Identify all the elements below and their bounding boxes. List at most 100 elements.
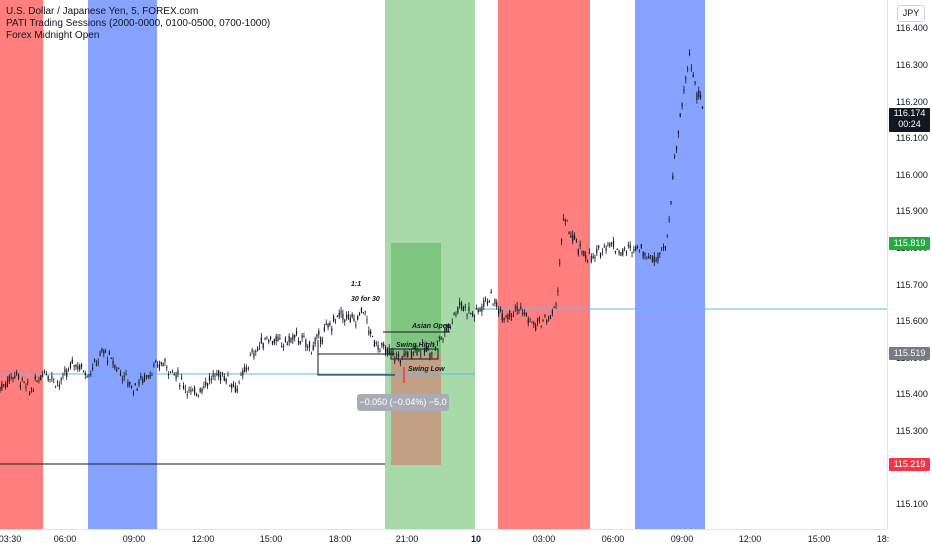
- candle-body: [486, 301, 489, 305]
- price-chart[interactable]: [0, 0, 887, 529]
- candle-body: [279, 338, 281, 339]
- price-tick-label: 115.700: [896, 279, 928, 290]
- candle-body: [338, 312, 340, 317]
- candle-body: [692, 74, 694, 78]
- candle-body: [181, 377, 183, 379]
- candle-body: [568, 232, 570, 235]
- candle-body: [93, 358, 96, 362]
- time-tick-label: 09:00: [122, 534, 146, 544]
- candle-body: [73, 365, 75, 367]
- candle-body: [407, 351, 409, 358]
- candle-body: [366, 319, 368, 321]
- candle-body: [533, 322, 535, 325]
- candle-body: [55, 386, 57, 388]
- candle-body: [464, 306, 466, 308]
- candle-body: [301, 335, 303, 338]
- time-axis[interactable]: 03:30 06:00 09:00 12:00 15:00 18:00 21:00 10 03:…: [0, 529, 889, 551]
- candle-body: [423, 347, 426, 353]
- candle-body: [459, 302, 461, 306]
- candle-body: [353, 318, 355, 321]
- candle-body: [127, 382, 129, 387]
- symbol-title[interactable]: U.S. Dollar / Japanese Yen, 5, FOREX.com: [6, 6, 199, 17]
- candle-body: [677, 131, 679, 134]
- candle-body: [53, 378, 55, 380]
- candle-body: [601, 251, 603, 253]
- candle-body: [36, 381, 38, 383]
- time-tick-label: 03:30: [0, 534, 22, 544]
- candle-body: [457, 307, 459, 313]
- candle-body: [201, 388, 203, 393]
- candle-body: [101, 348, 103, 352]
- indicator-midnight-open[interactable]: Forex Midnight Open: [6, 30, 100, 41]
- candle-body: [381, 342, 383, 347]
- candle-body: [470, 313, 472, 314]
- candle-body: [559, 262, 561, 264]
- indicator-sessions[interactable]: PATI Trading Sessions (2000-0000, 0100-0…: [6, 18, 271, 29]
- price-tick-label: 116.300: [896, 60, 928, 70]
- candle-body: [472, 312, 474, 316]
- candle-body: [455, 313, 457, 315]
- candle-body: [1, 383, 3, 390]
- candle-body: [679, 113, 681, 117]
- candle-body: [34, 376, 36, 380]
- candle-body: [245, 368, 248, 371]
- candle-body: [249, 355, 251, 357]
- candle-body: [605, 247, 607, 251]
- candle-body: [362, 312, 364, 314]
- candle-body: [618, 250, 620, 254]
- candle-body: [364, 311, 366, 313]
- candle-body: [173, 374, 175, 376]
- candle-body: [666, 235, 668, 237]
- candle-body: [145, 375, 148, 377]
- candle-body: [690, 68, 692, 70]
- candle-body: [151, 375, 153, 376]
- candle-body: [396, 354, 398, 355]
- candle-body: [49, 379, 51, 380]
- candle-body: [45, 374, 47, 376]
- candle-body: [420, 353, 422, 355]
- candle-body: [494, 298, 496, 304]
- candle-body: [468, 306, 470, 312]
- target-price-badge: 115.819: [889, 237, 930, 250]
- candle-body: [32, 390, 34, 392]
- candle-body: [562, 217, 565, 220]
- candle-body: [80, 363, 83, 368]
- candle-body: [171, 370, 173, 372]
- currency-button[interactable]: JPY: [897, 5, 925, 22]
- time-tick-label: 15:00: [807, 534, 831, 544]
- candle-body: [62, 375, 64, 377]
- candle-body: [473, 315, 476, 318]
- candle-body: [586, 259, 589, 262]
- candle-body: [305, 340, 307, 348]
- candle-body: [388, 347, 390, 354]
- time-tick-label: 12:00: [191, 534, 215, 544]
- candle-body: [585, 255, 587, 260]
- candle-body: [208, 376, 211, 381]
- time-tick-label: 18:00: [328, 534, 352, 544]
- candle-body: [153, 365, 155, 368]
- candle-body: [270, 336, 272, 339]
- candle-body: [434, 346, 437, 348]
- candle-body: [688, 52, 691, 55]
- price-tick-label: 116.000: [896, 169, 928, 180]
- candle-body: [637, 246, 639, 248]
- candle-body: [69, 362, 72, 368]
- countdown-value: 00:24: [898, 119, 921, 129]
- candle-body: [75, 364, 77, 368]
- candle-body: [38, 379, 40, 381]
- candle-body: [164, 359, 166, 362]
- chart-area[interactable]: U.S. Dollar / Japanese Yen, 5, FOREX.com…: [0, 0, 887, 529]
- candle-body: [516, 305, 518, 311]
- candle-body: [236, 388, 238, 392]
- price-axis[interactable]: 116.400 116.300 116.200 116.100 116.000 115.9…: [887, 0, 932, 529]
- candle-body: [177, 370, 179, 375]
- candle-body: [90, 373, 92, 375]
- candle-body: [116, 369, 118, 372]
- candle-body: [225, 378, 227, 383]
- candle-body: [123, 375, 125, 377]
- candle-body: [414, 345, 416, 350]
- candle-body: [379, 350, 381, 352]
- candle-body: [331, 328, 333, 332]
- candle-body: [168, 374, 170, 376]
- time-tick-label: 09:00: [670, 534, 694, 544]
